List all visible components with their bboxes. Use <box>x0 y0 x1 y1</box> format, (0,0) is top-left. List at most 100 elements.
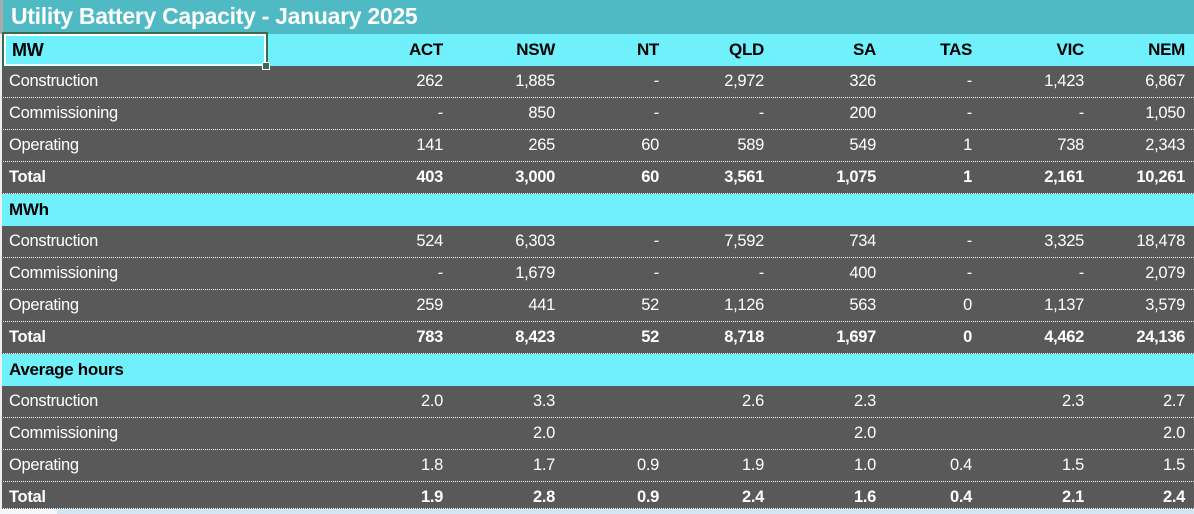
value-cell[interactable]: - <box>758 104 765 122</box>
value-cell[interactable]: 2.0 <box>853 424 876 442</box>
column-header-nsw[interactable]: NSW <box>516 40 555 59</box>
value-cell[interactable]: 1 <box>963 136 972 154</box>
value-cell[interactable]: 3.3 <box>532 392 555 410</box>
value-cell[interactable] <box>981 418 1093 449</box>
value-cell[interactable]: 0 <box>963 328 972 346</box>
column-header-tas[interactable]: TAS <box>940 40 972 59</box>
value-cell[interactable]: 1,137 <box>1044 296 1084 314</box>
value-cell[interactable]: 400 <box>849 264 876 282</box>
value-cell[interactable]: 589 <box>737 136 764 154</box>
value-cell[interactable] <box>564 418 668 449</box>
value-cell[interactable]: 850 <box>528 104 555 122</box>
value-cell[interactable]: 2,079 <box>1145 264 1185 282</box>
row-label-cell[interactable]: Commissioning <box>9 104 118 122</box>
value-cell[interactable]: 1,885 <box>515 72 555 90</box>
value-cell[interactable]: 52 <box>641 296 659 314</box>
value-cell[interactable]: 1.7 <box>532 456 555 474</box>
value-cell[interactable]: 3,579 <box>1145 296 1185 314</box>
value-cell[interactable]: - <box>1078 104 1085 122</box>
value-cell[interactable]: 52 <box>641 328 659 346</box>
value-cell[interactable]: 524 <box>416 232 443 250</box>
value-cell[interactable]: 738 <box>1057 136 1084 154</box>
value-cell[interactable]: 2.3 <box>853 392 876 410</box>
row-label-cell[interactable]: Operating <box>9 456 79 474</box>
value-cell[interactable]: 2.0 <box>420 392 443 410</box>
value-cell[interactable]: 1,050 <box>1145 104 1185 122</box>
value-cell[interactable]: 2.1 <box>1061 488 1084 506</box>
value-cell[interactable]: 3,325 <box>1044 232 1084 250</box>
value-cell[interactable]: 24,136 <box>1136 328 1185 346</box>
value-cell[interactable]: 0.4 <box>949 488 972 506</box>
value-cell[interactable]: 259 <box>416 296 443 314</box>
row-label-cell[interactable]: Total <box>9 328 46 346</box>
value-cell[interactable]: 403 <box>416 168 443 186</box>
row-label-cell[interactable]: Construction <box>9 232 99 250</box>
column-header-act[interactable]: ACT <box>408 40 443 59</box>
value-cell[interactable]: 1,423 <box>1044 72 1084 90</box>
value-cell[interactable]: 4,462 <box>1044 328 1084 346</box>
value-cell[interactable] <box>265 418 452 449</box>
value-cell[interactable]: 1.9 <box>741 456 764 474</box>
value-cell[interactable]: - <box>437 264 444 282</box>
value-cell[interactable]: 0 <box>963 296 972 314</box>
value-cell[interactable]: 3,561 <box>724 168 764 186</box>
value-cell[interactable]: 441 <box>528 296 555 314</box>
value-cell[interactable]: 8,718 <box>724 328 764 346</box>
value-cell[interactable]: 2,343 <box>1145 136 1185 154</box>
value-cell[interactable]: 1,679 <box>515 264 555 282</box>
value-cell[interactable]: 1.8 <box>420 456 443 474</box>
value-cell[interactable]: 0.9 <box>636 456 659 474</box>
value-cell[interactable]: 2.4 <box>1162 488 1185 506</box>
value-cell[interactable]: - <box>653 72 660 90</box>
value-cell[interactable]: 10,261 <box>1136 168 1185 186</box>
value-cell[interactable]: 2.6 <box>741 392 764 410</box>
value-cell[interactable]: - <box>966 232 973 250</box>
value-cell[interactable]: - <box>966 72 973 90</box>
value-cell[interactable]: 0.9 <box>636 488 659 506</box>
value-cell[interactable] <box>564 386 668 417</box>
value-cell[interactable]: - <box>437 104 444 122</box>
value-cell[interactable] <box>668 418 773 449</box>
value-cell[interactable]: - <box>653 264 660 282</box>
column-header-qld[interactable]: QLD <box>729 40 764 59</box>
value-cell[interactable]: 1 <box>963 168 972 186</box>
value-cell[interactable]: - <box>966 264 973 282</box>
column-header-nt[interactable]: NT <box>636 40 659 59</box>
row-label-cell[interactable]: Commissioning <box>9 264 118 282</box>
value-cell[interactable]: - <box>966 104 973 122</box>
value-cell[interactable]: - <box>758 264 765 282</box>
row-label-cell[interactable]: Total <box>9 168 46 186</box>
value-cell[interactable]: 2.0 <box>532 424 555 442</box>
value-cell[interactable]: 2,972 <box>724 72 764 90</box>
value-cell[interactable]: 265 <box>528 136 555 154</box>
row-label-cell[interactable]: Total <box>9 488 46 506</box>
value-cell[interactable]: 1,697 <box>836 328 876 346</box>
column-header-sa[interactable]: SA <box>852 40 876 59</box>
value-cell[interactable]: 6,867 <box>1145 72 1185 90</box>
value-cell[interactable]: 1.9 <box>420 488 443 506</box>
value-cell[interactable]: 7,592 <box>724 232 764 250</box>
value-cell[interactable]: 1.5 <box>1061 456 1084 474</box>
value-cell[interactable]: 2.3 <box>1061 392 1084 410</box>
value-cell[interactable]: 262 <box>416 72 443 90</box>
value-cell[interactable]: 6,303 <box>515 232 555 250</box>
value-cell[interactable]: 1.0 <box>853 456 876 474</box>
value-cell[interactable] <box>885 386 981 417</box>
value-cell[interactable]: 18,478 <box>1136 232 1185 250</box>
selection-fill-handle[interactable] <box>262 62 270 70</box>
value-cell[interactable]: 1.5 <box>1162 456 1185 474</box>
value-cell[interactable]: 2.8 <box>532 488 555 506</box>
value-cell[interactable]: 549 <box>849 136 876 154</box>
value-cell[interactable]: 783 <box>416 328 443 346</box>
column-header-vic[interactable]: VIC <box>1056 40 1085 59</box>
value-cell[interactable]: 200 <box>849 104 876 122</box>
value-cell[interactable]: 1.6 <box>853 488 876 506</box>
value-cell[interactable]: 1,075 <box>836 168 876 186</box>
row-label-cell[interactable]: Construction <box>9 392 99 410</box>
value-cell[interactable]: 563 <box>849 296 876 314</box>
value-cell[interactable]: 141 <box>416 136 443 154</box>
row-label-cell[interactable]: Commissioning <box>9 424 118 442</box>
value-cell[interactable]: - <box>653 104 660 122</box>
value-cell[interactable]: 8,423 <box>515 328 555 346</box>
value-cell[interactable]: 60 <box>641 168 659 186</box>
